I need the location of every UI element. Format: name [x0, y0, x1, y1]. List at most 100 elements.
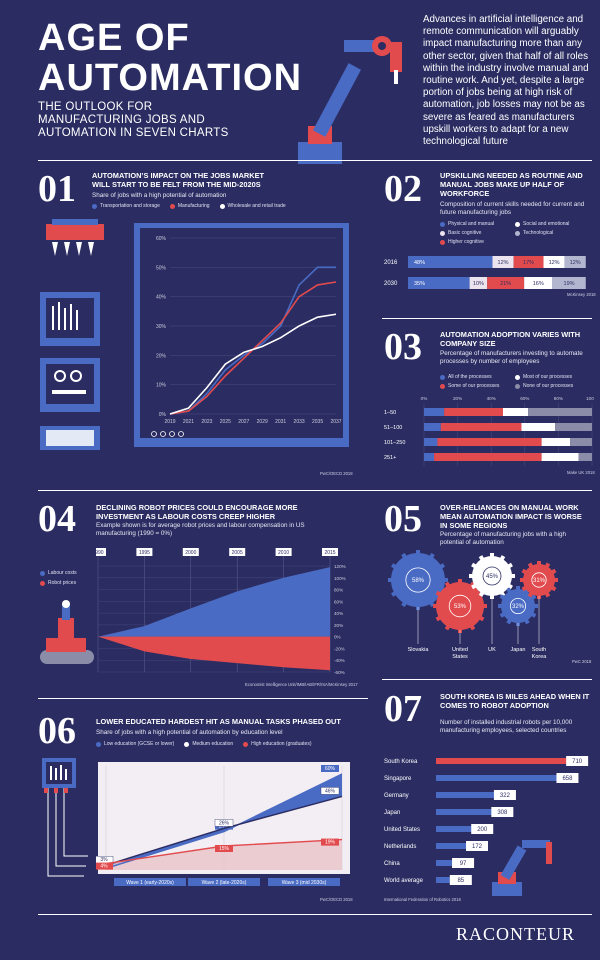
gear-label: 53%	[454, 604, 467, 610]
region-label: Japan	[511, 647, 526, 653]
y-tick-label: 20%	[156, 353, 167, 359]
section-title-01: AUTOMATION’S IMPACT ON THE JOBS MARKET W…	[92, 171, 265, 189]
divider	[38, 914, 592, 915]
bar	[436, 758, 569, 764]
data-label-box	[96, 862, 113, 870]
chart-04-robot-prices: 1990 1995 2000 2005 2010 2015 120% 100% 80% 60% 40…	[96, 548, 346, 675]
x-tick-label: Wave 1 (early-2020s)	[126, 880, 174, 886]
data-label: 3%	[100, 857, 108, 863]
bar-segment	[541, 438, 571, 446]
gear-tooth	[416, 550, 420, 555]
area-series-0	[98, 567, 330, 637]
x-tick-label: 2000	[185, 550, 196, 556]
row-label: 1–50	[384, 410, 396, 416]
wave-label-box	[114, 878, 186, 886]
value-box	[471, 824, 494, 834]
x-tick-label: 2025	[220, 419, 231, 425]
gear-tooth	[516, 586, 520, 591]
bar-segment	[487, 277, 525, 289]
chart-02-skills: 2016 48% 12% 17% 12% 12% 2030 35% 10% 21% 16% 19%	[384, 256, 586, 289]
bar	[436, 792, 496, 798]
data-label: 4%	[100, 864, 108, 870]
y-tick-label: 100%	[334, 576, 346, 581]
bar	[436, 809, 494, 815]
row-label: Singapore	[384, 776, 412, 782]
area-low	[106, 774, 342, 869]
data-label-box	[321, 838, 339, 846]
y-tick-label: 60%	[334, 599, 343, 604]
x-tick-box	[96, 548, 106, 556]
robot-arm-small-illustration	[492, 840, 552, 896]
x-tick-box	[229, 548, 246, 556]
x-tick-label: 2027	[238, 419, 249, 425]
chart-07-robot-density: South Korea 710 Singapore 658 Germany 322 Japa…	[384, 756, 589, 885]
bar-segment	[570, 438, 592, 446]
machine-illustration	[40, 219, 104, 450]
x-tick-label: 100%	[586, 396, 594, 401]
gear-ring	[531, 572, 547, 588]
section-subtitle-04: Example shown is for average robot price…	[96, 522, 305, 537]
y-tick-label: 120%	[334, 564, 346, 569]
gear-2	[472, 556, 512, 596]
legend-03: All of the processes Most of our process…	[440, 374, 590, 389]
y-tick-label: 40%	[334, 611, 343, 616]
bar-segment	[440, 423, 522, 431]
gear-3	[501, 589, 535, 623]
robot-arm-illustration	[298, 36, 402, 164]
gear-ring	[482, 566, 502, 586]
y-tick-label: 0%	[159, 412, 167, 418]
section-title-07: SOUTH KOREA IS MILES AHEAD WHEN IT COMES…	[440, 692, 590, 710]
x-tick-box	[182, 548, 199, 556]
legend-06: Low education (GCSE or lower) Medium edu…	[96, 741, 312, 747]
series-line-1	[105, 795, 343, 866]
value-box	[449, 875, 472, 885]
bar-label: 12%	[498, 260, 509, 266]
y-tick-label: -20%	[334, 646, 345, 651]
x-tick-label: 2010	[278, 550, 289, 556]
value-label: 97	[460, 861, 467, 867]
section-number-07: 07	[384, 688, 422, 730]
data-label-box	[214, 819, 234, 827]
section-number-05: 05	[384, 498, 422, 540]
bar-segment	[521, 423, 556, 431]
gear-1	[436, 582, 484, 630]
y-tick-label: -60%	[334, 670, 345, 675]
data-label-box	[321, 765, 339, 772]
row-label: 51–100	[384, 425, 402, 431]
value-label: 322	[500, 793, 511, 799]
x-tick-label: Wave 2 (late-2020s)	[202, 880, 247, 886]
region-label: United	[452, 647, 468, 653]
x-tick-label: 2035	[312, 419, 323, 425]
gear-0	[391, 553, 445, 607]
gear-label: 31%	[533, 578, 546, 584]
row-label: China	[384, 861, 400, 867]
source-04: Economist Intelligence Unit/IMB/IAB/IFR/…	[245, 682, 358, 687]
region-label: Korea	[532, 654, 548, 660]
robot-tank-illustration	[40, 600, 94, 664]
gear-ring	[405, 567, 431, 593]
bar-segment	[437, 438, 542, 446]
region-label: South	[532, 647, 546, 653]
bar-segment	[424, 438, 438, 446]
x-tick-label: 0%	[421, 396, 428, 401]
row-label: World average	[384, 878, 424, 884]
data-label: 60%	[325, 766, 336, 772]
bar-segment	[524, 277, 553, 289]
chart-03-adoption: 0% 20% 40% 60% 80% 100% 1–50 51–100 101–250 251+	[384, 396, 594, 466]
x-tick-label: 60%	[520, 396, 529, 401]
section-number-01: 01	[38, 168, 76, 210]
series-line-2	[169, 313, 337, 415]
gear-label: 45%	[486, 574, 499, 580]
bar-segment	[408, 256, 493, 268]
bar-segment	[502, 408, 529, 416]
gear-ring	[448, 594, 472, 618]
divider	[38, 490, 592, 491]
row-label: South Korea	[384, 759, 418, 765]
bar-label: 12%	[570, 260, 581, 266]
x-tick-label: 2015	[324, 550, 335, 556]
intro-text: Advances in artificial intelligence and …	[423, 14, 589, 148]
y-tick-label: 30%	[156, 324, 167, 330]
wave-label-box	[188, 878, 260, 886]
chart-06-education: 1%24%60%3%26%46%4%15%19%Wave 1 (early-20…	[96, 762, 350, 886]
